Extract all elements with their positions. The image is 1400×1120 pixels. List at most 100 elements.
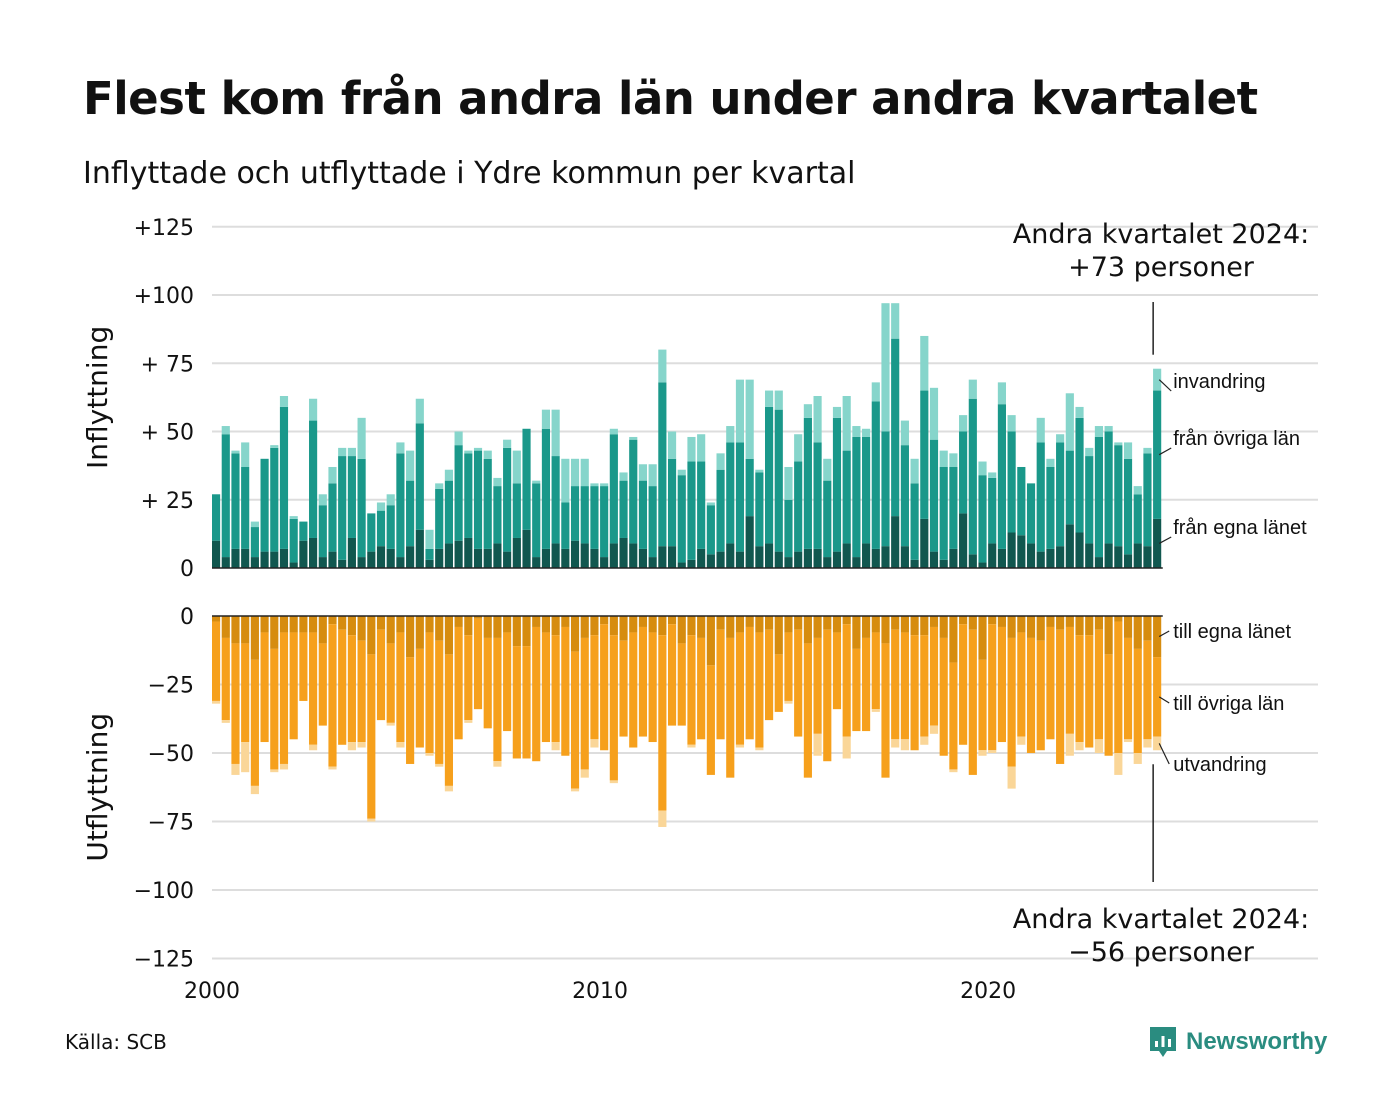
y-tick-label-top: +100 xyxy=(134,284,194,309)
bar-out-1 xyxy=(1114,621,1123,753)
bar-in-1 xyxy=(221,434,230,558)
bar-in-1 xyxy=(1143,453,1152,547)
bar-in-2 xyxy=(347,447,356,457)
bar-in-1 xyxy=(1026,483,1036,544)
bar-out-1 xyxy=(347,635,356,743)
bar-out-0 xyxy=(862,616,871,638)
bar-in-0 xyxy=(444,543,453,568)
bar-in-1 xyxy=(1153,390,1162,519)
bar-out-0 xyxy=(318,616,327,644)
bar-in-1 xyxy=(891,338,900,517)
bar-in-2 xyxy=(881,303,890,432)
bar-out-0 xyxy=(260,616,269,633)
bar-out-1 xyxy=(658,635,667,811)
bar-in-0 xyxy=(473,548,483,568)
bar-in-1 xyxy=(920,390,929,519)
bar-out-1 xyxy=(1026,637,1036,753)
bar-in-1 xyxy=(794,461,803,552)
bar-in-2 xyxy=(1143,447,1152,454)
bar-in-1 xyxy=(881,431,890,547)
bar-in-2 xyxy=(1075,406,1084,418)
bar-out-2 xyxy=(580,769,589,778)
bar-out-0 xyxy=(755,616,764,633)
bar-in-1 xyxy=(570,486,580,541)
bar-out-1 xyxy=(318,643,327,726)
bar-out-1 xyxy=(1007,637,1016,767)
bar-out-2 xyxy=(609,780,618,784)
bar-out-0 xyxy=(968,616,977,630)
label-utvandring: utvandring xyxy=(1173,754,1266,776)
bar-in-0 xyxy=(561,548,570,568)
bar-in-2 xyxy=(842,396,851,451)
bar-in-0 xyxy=(629,543,638,568)
bar-out-2 xyxy=(309,744,318,751)
bar-in-0 xyxy=(580,543,589,568)
bar-in-1 xyxy=(328,483,337,552)
bar-in-1 xyxy=(532,483,541,558)
bar-in-1 xyxy=(823,480,832,558)
bar-out-0 xyxy=(231,616,240,644)
bar-out-0 xyxy=(842,616,851,625)
bar-in-1 xyxy=(464,453,473,538)
bar-in-2 xyxy=(1133,486,1142,495)
bar-out-0 xyxy=(1056,616,1065,630)
bar-in-1 xyxy=(270,447,279,552)
bar-in-0 xyxy=(318,557,327,568)
bar-in-0 xyxy=(493,543,502,568)
label-till-ovriga-lan: till övriga län xyxy=(1173,693,1284,715)
bar-out-0 xyxy=(289,616,298,633)
bar-out-0 xyxy=(629,616,638,633)
bar-in-2 xyxy=(638,464,648,481)
bar-in-2 xyxy=(988,472,997,478)
bar-in-2 xyxy=(852,426,861,437)
bar-in-2 xyxy=(803,404,812,418)
bar-in-0 xyxy=(512,537,521,568)
bar-in-0 xyxy=(250,557,259,568)
bar-in-0 xyxy=(900,546,909,568)
bar-out-2 xyxy=(1153,736,1162,751)
bar-in-2 xyxy=(891,303,900,339)
bar-out-1 xyxy=(871,632,880,710)
bar-in-1 xyxy=(1085,456,1094,544)
label-fran-egna-lanet: från egna länet xyxy=(1173,517,1307,539)
bar-out-0 xyxy=(435,616,444,641)
bar-out-1 xyxy=(1104,654,1113,756)
bar-in-0 xyxy=(260,551,269,568)
bar-in-0 xyxy=(755,546,764,568)
bar-in-1 xyxy=(842,450,851,544)
bar-in-0 xyxy=(1094,557,1104,568)
annotation-top-line1: Andra kvartalet 2024: xyxy=(1013,219,1309,250)
bar-out-0 xyxy=(376,616,386,630)
bar-out-2 xyxy=(1075,742,1084,751)
bar-out-1 xyxy=(1075,635,1084,743)
bar-out-1 xyxy=(522,646,531,759)
bar-out-1 xyxy=(1094,629,1104,740)
bar-in-2 xyxy=(473,447,483,451)
bar-out-2 xyxy=(221,720,230,723)
bar-in-2 xyxy=(1036,417,1045,443)
bar-in-2 xyxy=(241,442,250,467)
bar-in-1 xyxy=(929,439,939,552)
bar-in-0 xyxy=(716,551,725,568)
bar-out-1 xyxy=(406,657,415,764)
bar-out-1 xyxy=(648,632,657,743)
bar-out-1 xyxy=(444,654,453,786)
y-tick-label-top: + 50 xyxy=(141,421,194,446)
bar-in-1 xyxy=(473,450,483,549)
bar-out-0 xyxy=(212,616,221,622)
bar-in-0 xyxy=(483,548,492,568)
bar-out-1 xyxy=(221,637,230,721)
bar-in-1 xyxy=(968,398,977,555)
bar-in-1 xyxy=(483,458,492,549)
bar-out-0 xyxy=(464,616,473,636)
bar-in-0 xyxy=(221,557,230,568)
x-tick-label: 2000 xyxy=(184,979,240,1004)
bar-in-1 xyxy=(735,442,745,552)
bar-in-2 xyxy=(862,428,871,437)
bar-in-1 xyxy=(512,483,521,538)
bar-in-2 xyxy=(309,398,318,421)
chart-subtitle: Inflyttade och utflyttade i Ydre kommun … xyxy=(83,156,856,191)
bar-in-2 xyxy=(406,450,415,481)
bar-in-1 xyxy=(774,409,783,552)
bar-out-1 xyxy=(832,632,842,710)
